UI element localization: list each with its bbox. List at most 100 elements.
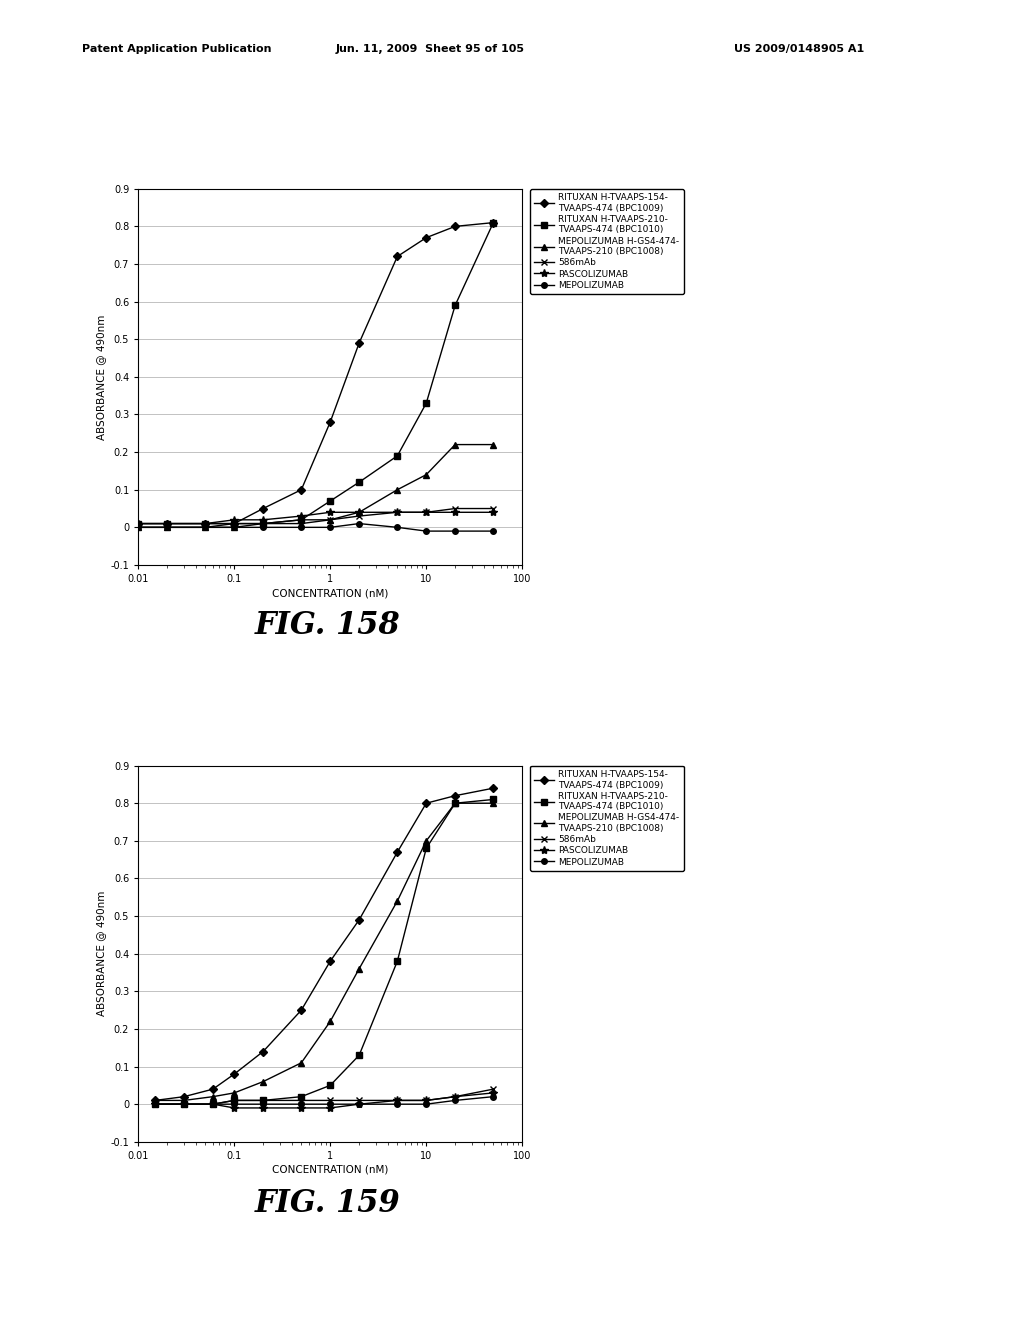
MEPOLIZUMAB xyxy=(295,1096,307,1111)
PASCOLIZUMAB xyxy=(487,1085,500,1101)
Legend: RITUXAN H-TVAAPS-154-
TVAAPS-474 (BPC1009), RITUXAN H-TVAAPS-210-
TVAAPS-474 (BP: RITUXAN H-TVAAPS-154- TVAAPS-474 (BPC100… xyxy=(530,766,684,871)
RITUXAN H-TVAAPS-154-
TVAAPS-474 (BPC1009) xyxy=(324,953,336,969)
PASCOLIZUMAB xyxy=(420,504,432,520)
RITUXAN H-TVAAPS-154-
TVAAPS-474 (BPC1009) xyxy=(324,414,336,430)
RITUXAN H-TVAAPS-154-
TVAAPS-474 (BPC1009) xyxy=(353,335,366,351)
PASCOLIZUMAB xyxy=(353,504,366,520)
586mAb xyxy=(353,508,366,524)
RITUXAN H-TVAAPS-210-
TVAAPS-474 (BPC1010) xyxy=(207,1096,219,1111)
RITUXAN H-TVAAPS-210-
TVAAPS-474 (BPC1010) xyxy=(324,1077,336,1093)
586mAb xyxy=(257,516,269,532)
MEPOLIZUMAB H-GS4-474-
TVAAPS-210 (BPC1008) xyxy=(228,520,241,536)
MEPOLIZUMAB xyxy=(487,1089,500,1105)
MEPOLIZUMAB H-GS4-474-
TVAAPS-210 (BPC1008) xyxy=(207,1089,219,1105)
RITUXAN H-TVAAPS-210-
TVAAPS-474 (BPC1010) xyxy=(487,215,500,231)
586mAb xyxy=(178,1096,190,1111)
MEPOLIZUMAB xyxy=(420,523,432,539)
PASCOLIZUMAB xyxy=(178,1096,190,1111)
586mAb xyxy=(200,520,212,536)
MEPOLIZUMAB xyxy=(207,1096,219,1111)
586mAb xyxy=(324,1093,336,1109)
586mAb xyxy=(391,504,403,520)
PASCOLIZUMAB xyxy=(449,1089,461,1105)
PASCOLIZUMAB xyxy=(228,1100,241,1115)
PASCOLIZUMAB xyxy=(200,516,212,532)
MEPOLIZUMAB H-GS4-474-
TVAAPS-210 (BPC1008) xyxy=(324,512,336,528)
Legend: RITUXAN H-TVAAPS-154-
TVAAPS-474 (BPC1009), RITUXAN H-TVAAPS-210-
TVAAPS-474 (BP: RITUXAN H-TVAAPS-154- TVAAPS-474 (BPC100… xyxy=(530,189,684,294)
Line: MEPOLIZUMAB: MEPOLIZUMAB xyxy=(135,521,496,533)
586mAb xyxy=(449,500,461,516)
RITUXAN H-TVAAPS-210-
TVAAPS-474 (BPC1010) xyxy=(295,512,307,528)
MEPOLIZUMAB H-GS4-474-
TVAAPS-210 (BPC1008) xyxy=(391,482,403,498)
RITUXAN H-TVAAPS-210-
TVAAPS-474 (BPC1010) xyxy=(420,395,432,411)
MEPOLIZUMAB H-GS4-474-
TVAAPS-210 (BPC1008) xyxy=(353,961,366,977)
MEPOLIZUMAB xyxy=(132,520,144,536)
MEPOLIZUMAB H-GS4-474-
TVAAPS-210 (BPC1008) xyxy=(487,437,500,453)
MEPOLIZUMAB xyxy=(353,516,366,532)
586mAb xyxy=(391,1093,403,1109)
RITUXAN H-TVAAPS-154-
TVAAPS-474 (BPC1009) xyxy=(228,516,241,532)
RITUXAN H-TVAAPS-210-
TVAAPS-474 (BPC1010) xyxy=(449,795,461,810)
RITUXAN H-TVAAPS-154-
TVAAPS-474 (BPC1009) xyxy=(391,845,403,861)
RITUXAN H-TVAAPS-210-
TVAAPS-474 (BPC1010) xyxy=(391,953,403,969)
Line: PASCOLIZUMAB: PASCOLIZUMAB xyxy=(151,1089,498,1113)
PASCOLIZUMAB xyxy=(391,1093,403,1109)
MEPOLIZUMAB xyxy=(487,523,500,539)
Line: MEPOLIZUMAB H-GS4-474-
TVAAPS-210 (BPC1008): MEPOLIZUMAB H-GS4-474- TVAAPS-210 (BPC10… xyxy=(135,442,496,531)
MEPOLIZUMAB xyxy=(420,1096,432,1111)
MEPOLIZUMAB H-GS4-474-
TVAAPS-210 (BPC1008) xyxy=(132,520,144,536)
X-axis label: CONCENTRATION (nM): CONCENTRATION (nM) xyxy=(272,589,388,598)
RITUXAN H-TVAAPS-210-
TVAAPS-474 (BPC1010) xyxy=(449,297,461,313)
PASCOLIZUMAB xyxy=(449,504,461,520)
PASCOLIZUMAB xyxy=(257,512,269,528)
Line: RITUXAN H-TVAAPS-154-
TVAAPS-474 (BPC1009): RITUXAN H-TVAAPS-154- TVAAPS-474 (BPC100… xyxy=(153,785,496,1104)
RITUXAN H-TVAAPS-210-
TVAAPS-474 (BPC1010) xyxy=(257,516,269,532)
RITUXAN H-TVAAPS-210-
TVAAPS-474 (BPC1010) xyxy=(391,447,403,463)
Line: RITUXAN H-TVAAPS-210-
TVAAPS-474 (BPC1010): RITUXAN H-TVAAPS-210- TVAAPS-474 (BPC101… xyxy=(135,220,496,527)
MEPOLIZUMAB xyxy=(257,520,269,536)
RITUXAN H-TVAAPS-210-
TVAAPS-474 (BPC1010) xyxy=(353,474,366,490)
RITUXAN H-TVAAPS-210-
TVAAPS-474 (BPC1010) xyxy=(178,1096,190,1111)
Line: RITUXAN H-TVAAPS-154-
TVAAPS-474 (BPC1009): RITUXAN H-TVAAPS-154- TVAAPS-474 (BPC100… xyxy=(135,220,496,527)
Line: MEPOLIZUMAB H-GS4-474-
TVAAPS-210 (BPC1008): MEPOLIZUMAB H-GS4-474- TVAAPS-210 (BPC10… xyxy=(153,800,496,1104)
PASCOLIZUMAB xyxy=(295,508,307,524)
PASCOLIZUMAB xyxy=(295,1100,307,1115)
PASCOLIZUMAB xyxy=(132,516,144,532)
Line: PASCOLIZUMAB: PASCOLIZUMAB xyxy=(134,508,498,528)
MEPOLIZUMAB xyxy=(449,523,461,539)
MEPOLIZUMAB H-GS4-474-
TVAAPS-210 (BPC1008) xyxy=(420,467,432,483)
PASCOLIZUMAB xyxy=(324,504,336,520)
PASCOLIZUMAB xyxy=(353,1096,366,1111)
PASCOLIZUMAB xyxy=(150,1096,162,1111)
MEPOLIZUMAB xyxy=(161,520,173,536)
PASCOLIZUMAB xyxy=(207,1096,219,1111)
Y-axis label: ABSORBANCE @ 490nm: ABSORBANCE @ 490nm xyxy=(96,891,106,1016)
PASCOLIZUMAB xyxy=(487,504,500,520)
586mAb xyxy=(257,1093,269,1109)
RITUXAN H-TVAAPS-154-
TVAAPS-474 (BPC1009) xyxy=(391,248,403,264)
586mAb xyxy=(161,520,173,536)
Text: Patent Application Publication: Patent Application Publication xyxy=(82,44,271,54)
PASCOLIZUMAB xyxy=(420,1093,432,1109)
MEPOLIZUMAB xyxy=(200,520,212,536)
RITUXAN H-TVAAPS-154-
TVAAPS-474 (BPC1009) xyxy=(449,788,461,804)
MEPOLIZUMAB H-GS4-474-
TVAAPS-210 (BPC1008) xyxy=(228,1085,241,1101)
MEPOLIZUMAB H-GS4-474-
TVAAPS-210 (BPC1008) xyxy=(324,1014,336,1030)
RITUXAN H-TVAAPS-154-
TVAAPS-474 (BPC1009) xyxy=(207,1081,219,1097)
MEPOLIZUMAB xyxy=(324,1096,336,1111)
Line: RITUXAN H-TVAAPS-210-
TVAAPS-474 (BPC1010): RITUXAN H-TVAAPS-210- TVAAPS-474 (BPC101… xyxy=(153,797,496,1107)
Text: FIG. 159: FIG. 159 xyxy=(255,1188,400,1218)
586mAb xyxy=(420,504,432,520)
RITUXAN H-TVAAPS-154-
TVAAPS-474 (BPC1009) xyxy=(257,500,269,516)
RITUXAN H-TVAAPS-210-
TVAAPS-474 (BPC1010) xyxy=(132,516,144,532)
RITUXAN H-TVAAPS-154-
TVAAPS-474 (BPC1009) xyxy=(295,1002,307,1018)
PASCOLIZUMAB xyxy=(324,1100,336,1115)
Text: FIG. 158: FIG. 158 xyxy=(255,610,400,640)
586mAb xyxy=(150,1096,162,1111)
MEPOLIZUMAB H-GS4-474-
TVAAPS-210 (BPC1008) xyxy=(200,520,212,536)
MEPOLIZUMAB xyxy=(449,1093,461,1109)
586mAb xyxy=(132,520,144,536)
RITUXAN H-TVAAPS-210-
TVAAPS-474 (BPC1010) xyxy=(150,1096,162,1111)
RITUXAN H-TVAAPS-154-
TVAAPS-474 (BPC1009) xyxy=(257,1044,269,1060)
MEPOLIZUMAB xyxy=(353,1096,366,1111)
